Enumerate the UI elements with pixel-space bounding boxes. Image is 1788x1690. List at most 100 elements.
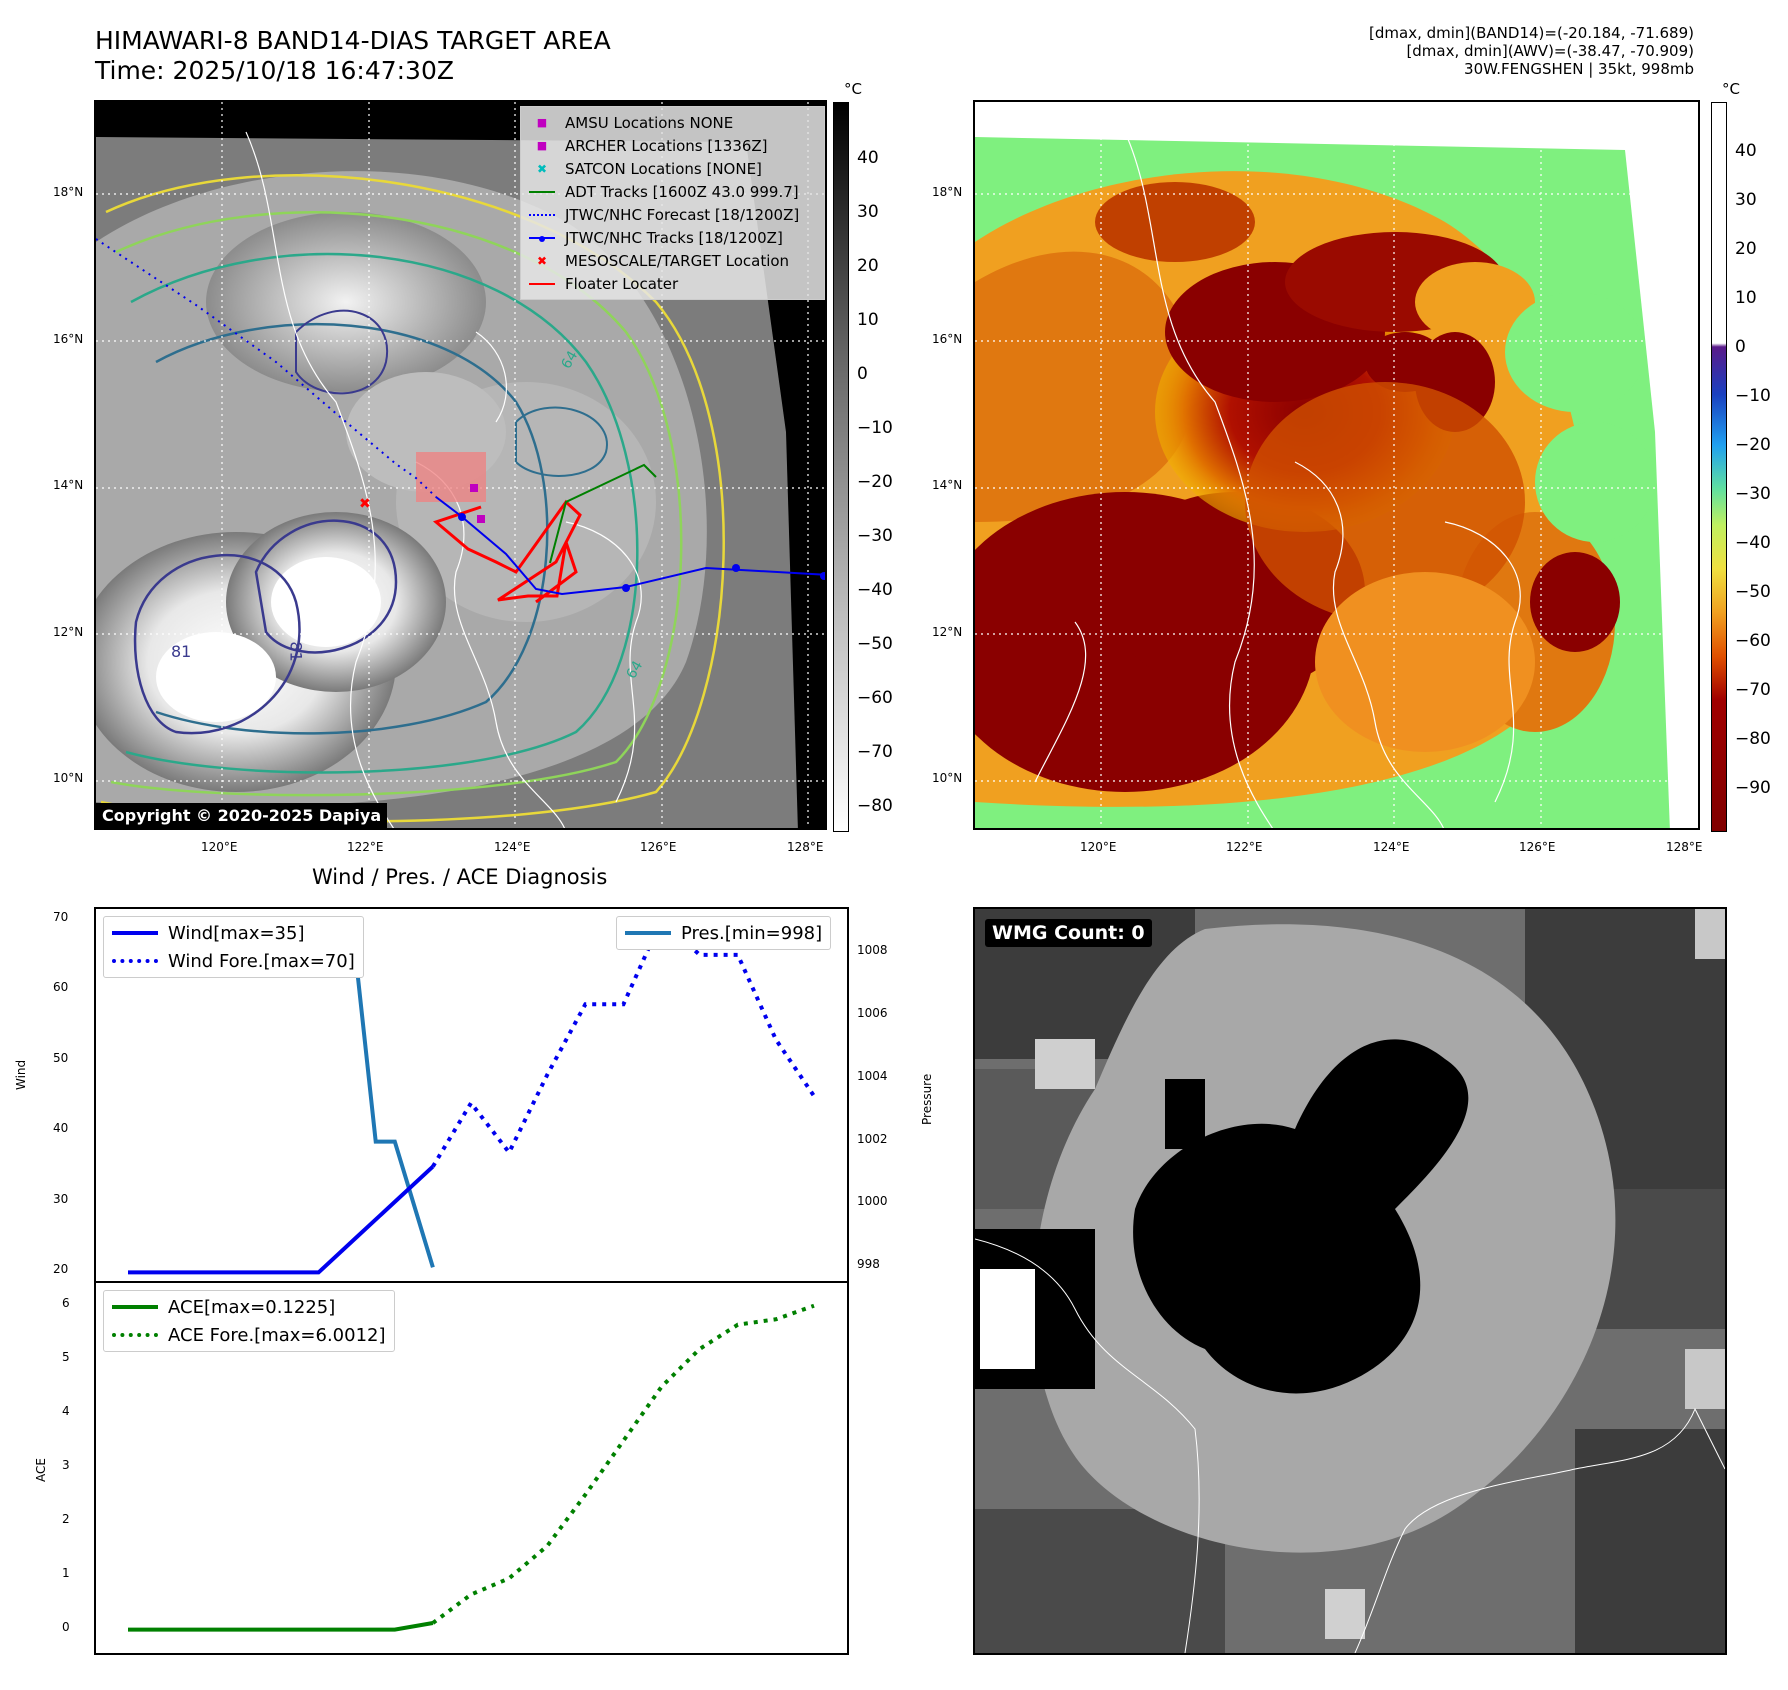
cm-lon-tick-122: 122°E bbox=[1226, 840, 1263, 854]
ccb-m10: −10 bbox=[1735, 386, 1771, 406]
ace-legend-line bbox=[112, 1305, 158, 1309]
legend-archer-marker: ■ bbox=[536, 139, 548, 152]
ir-map-panel: ✖ 81 81 64 64 ■ AMSU Locations NONE ■ AR… bbox=[94, 100, 827, 830]
ace-fore-legend-row: ACE Fore.[max=6.0012] bbox=[104, 1321, 394, 1349]
pressure-ytick: 1008 bbox=[857, 943, 888, 957]
lat-tick-16: 16°N bbox=[53, 332, 84, 346]
info-line2: [dmax, dmin](AWV)=(-38.47, -70.909) bbox=[1406, 42, 1694, 60]
gcb-10: 10 bbox=[857, 310, 879, 330]
gcb-20: 20 bbox=[857, 256, 879, 276]
lon-tick-128: 128°E bbox=[787, 840, 824, 854]
legend-mesoscale-label: MESOSCALE/TARGET Location bbox=[565, 251, 790, 270]
legend-adt-label: ADT Tracks [1600Z 43.0 999.7] bbox=[565, 182, 799, 201]
gcb-40: 40 bbox=[857, 148, 879, 168]
wmg-panel: WMG Count: 0 bbox=[973, 907, 1727, 1655]
legend-amsu: ■ AMSU Locations NONE bbox=[521, 111, 824, 134]
ace-fore-legend-line bbox=[112, 1333, 158, 1337]
ace-legend-label: ACE[max=0.1225] bbox=[168, 1296, 336, 1318]
legend-jtwc-forecast: JTWC/NHC Forecast [18/1200Z] bbox=[521, 203, 824, 226]
wind-line bbox=[128, 1165, 435, 1275]
color-map-panel bbox=[973, 100, 1700, 830]
legend-floater: Floater Locater bbox=[521, 272, 824, 295]
wind-ytick: 20 bbox=[53, 1262, 69, 1277]
legend-archer-label: ARCHER Locations [1336Z] bbox=[565, 136, 768, 155]
wind-fore-legend-row: Wind Fore.[max=70] bbox=[104, 947, 363, 975]
legend-floater-label: Floater Locater bbox=[565, 274, 679, 293]
legend-satcon-label: SATCON Locations [NONE] bbox=[565, 159, 762, 178]
legend-mesoscale-marker: ✖ bbox=[536, 253, 548, 268]
gcb-m40: −40 bbox=[857, 580, 893, 600]
wind-ytick: 40 bbox=[53, 1121, 69, 1136]
legend-jtwc-tracks: JTWC/NHC Tracks [18/1200Z] bbox=[521, 226, 824, 249]
pres-legend: Pres.[min=998] bbox=[616, 916, 832, 950]
legend-satcon-marker: ✖ bbox=[536, 161, 548, 176]
cm-lat-tick-10: 10°N bbox=[932, 771, 963, 785]
ccb-m90: −90 bbox=[1735, 778, 1771, 798]
pressure-ytick: 1006 bbox=[857, 1005, 888, 1020]
ace-ytick: 6 bbox=[62, 1295, 70, 1310]
legend-mesoscale: ✖ MESOSCALE/TARGET Location bbox=[521, 249, 824, 272]
ace-ytick: 2 bbox=[62, 1511, 70, 1526]
pressure-ytick: 1000 bbox=[857, 1194, 888, 1209]
info-line1: [dmax, dmin](BAND14)=(-20.184, -71.689) bbox=[1369, 24, 1694, 42]
ace-legend-row: ACE[max=0.1225] bbox=[104, 1293, 394, 1321]
ace-chart bbox=[128, 1303, 815, 1632]
wind-ytick: 50 bbox=[53, 1050, 69, 1065]
ace-forecast-line bbox=[431, 1303, 815, 1625]
figure-title-line2: Time: 2025/10/18 16:47:30Z bbox=[95, 56, 454, 85]
lon-tick-120: 120°E bbox=[201, 840, 238, 854]
svg-text:✖: ✖ bbox=[359, 496, 371, 512]
ccb-m30: −30 bbox=[1735, 484, 1771, 504]
wmg-map bbox=[975, 909, 1725, 1653]
legend-jtwc-tracks-line bbox=[529, 229, 555, 247]
lon-tick-126: 126°E bbox=[640, 840, 677, 854]
ccb-20: 20 bbox=[1735, 239, 1757, 259]
ace-ylabel: ACE bbox=[34, 1458, 48, 1482]
ace-ytick: 3 bbox=[62, 1457, 70, 1472]
contour-label-81b: 81 bbox=[286, 641, 306, 662]
legend-satcon: ✖ SATCON Locations [NONE] bbox=[521, 157, 824, 180]
wind-legend-row: Wind[max=35] bbox=[104, 919, 363, 947]
wmg-count-badge: WMG Count: 0 bbox=[985, 919, 1152, 947]
pres-legend-line bbox=[625, 931, 671, 935]
lat-tick-18: 18°N bbox=[53, 185, 84, 199]
pres-legend-label: Pres.[min=998] bbox=[681, 922, 823, 944]
ccb-30: 30 bbox=[1735, 190, 1757, 210]
cm-lat-tick-12: 12°N bbox=[932, 625, 963, 639]
wind-ytick: 30 bbox=[53, 1191, 69, 1206]
lat-tick-10: 10°N bbox=[53, 771, 84, 785]
contour-label-81a: 81 bbox=[171, 642, 192, 661]
copyright-badge: Copyright © 2020-2025 Dapiya bbox=[96, 803, 388, 828]
ace-fore-legend-label: ACE Fore.[max=6.0012] bbox=[168, 1324, 386, 1346]
figure-title: HIMAWARI-8 BAND14-DIAS TARGET AREA Time:… bbox=[95, 26, 611, 86]
pressure-ylabel: Pressure bbox=[920, 1073, 934, 1125]
wind-legend: Wind[max=35] Wind Fore.[max=70] bbox=[103, 916, 364, 978]
ace-ytick: 4 bbox=[62, 1403, 70, 1418]
ir-map: ✖ bbox=[96, 102, 825, 828]
ace-line bbox=[128, 1621, 434, 1632]
lon-tick-124: 124°E bbox=[494, 840, 531, 854]
ccb-m60: −60 bbox=[1735, 631, 1771, 651]
wind-fore-legend-label: Wind Fore.[max=70] bbox=[168, 950, 355, 972]
gcb-m60: −60 bbox=[857, 688, 893, 708]
cm-lat-tick-14: 14°N bbox=[932, 478, 963, 492]
lat-tick-12: 12°N bbox=[53, 625, 84, 639]
legend-jtwc-forecast-line bbox=[529, 206, 555, 224]
pressure-ytick: 1004 bbox=[857, 1068, 888, 1083]
ace-chart-panel: ACE[max=0.1225] ACE Fore.[max=6.0012] bbox=[94, 1281, 849, 1655]
gcb-m10: −10 bbox=[857, 418, 893, 438]
cm-lon-tick-128: 128°E bbox=[1666, 840, 1703, 854]
gray-colorbar-unit: °C bbox=[844, 80, 862, 98]
ccb-m70: −70 bbox=[1735, 680, 1771, 700]
legend-adt: ADT Tracks [1600Z 43.0 999.7] bbox=[521, 180, 824, 203]
gcb-m80: −80 bbox=[857, 796, 893, 816]
gcb-m70: −70 bbox=[857, 742, 893, 762]
cm-lon-tick-126: 126°E bbox=[1519, 840, 1556, 854]
ccb-m50: −50 bbox=[1735, 582, 1771, 602]
legend-adt-line bbox=[529, 183, 555, 201]
legend-amsu-marker: ■ bbox=[536, 116, 548, 129]
color-colorbar-unit: °C bbox=[1722, 80, 1740, 98]
ace-legend: ACE[max=0.1225] ACE Fore.[max=6.0012] bbox=[103, 1290, 395, 1352]
info-box: [dmax, dmin](BAND14)=(-20.184, -71.689) … bbox=[1369, 24, 1694, 78]
legend-jtwc-forecast-label: JTWC/NHC Forecast [18/1200Z] bbox=[565, 205, 800, 224]
